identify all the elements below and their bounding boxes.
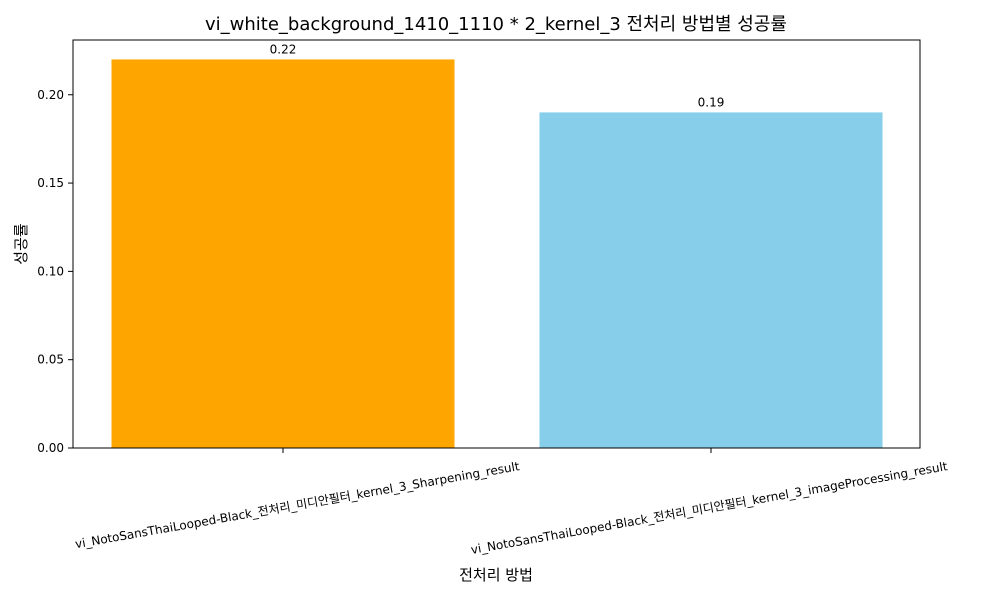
x-axis-label: 전처리 방법: [459, 566, 533, 584]
bar: [539, 112, 883, 448]
bar-value-label: 0.19: [698, 95, 725, 109]
chart-title: vi_white_background_1410_1110 * 2_kernel…: [205, 14, 787, 35]
x-tick-label: vi_NotoSansThaiLooped-Black_전처리_미디안필터_ke…: [470, 459, 949, 557]
y-tick-label: 0.20: [37, 88, 64, 102]
y-tick-label: 0.05: [37, 353, 64, 367]
y-axis-label: 성공률: [12, 223, 30, 265]
y-tick-label: 0.00: [37, 441, 64, 455]
y-tick-label: 0.10: [37, 264, 64, 278]
bar-value-label: 0.22: [270, 42, 297, 56]
bar: [111, 59, 455, 449]
y-tick-label: 0.15: [37, 176, 64, 190]
x-tick-label: vi_NotoSansThaiLooped-Black_전처리_미디안필터_ke…: [74, 459, 521, 551]
plot-frame: [72, 39, 921, 449]
